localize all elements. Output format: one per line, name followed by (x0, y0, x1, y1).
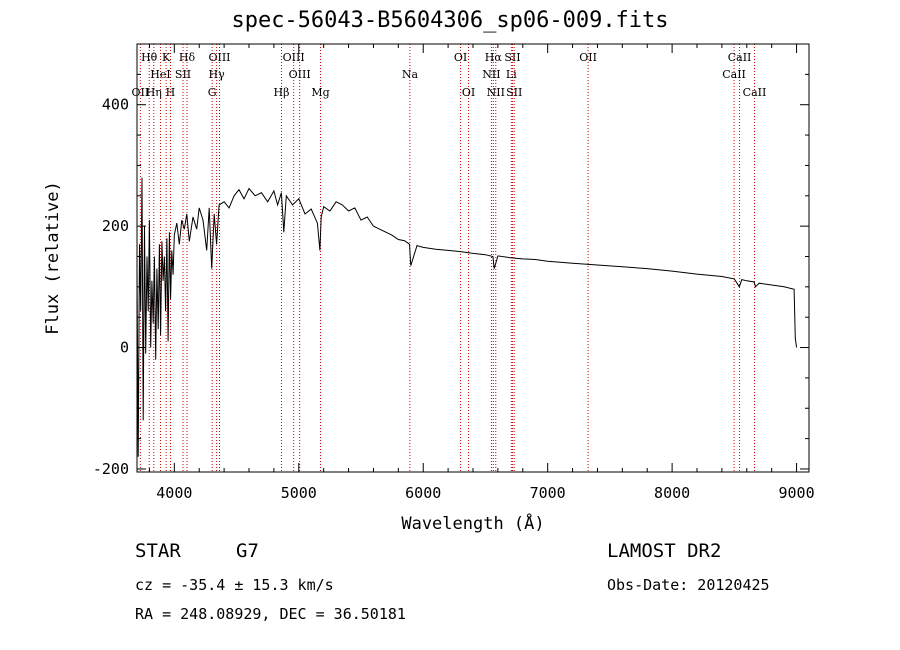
spectral-line-label: Na (402, 68, 419, 81)
y-tick-label: 0 (120, 339, 129, 357)
y-tick-label: 200 (102, 217, 129, 235)
spectral-line-label: Hη (146, 86, 162, 99)
spectral-line-label: CaII (743, 86, 767, 99)
spectral-line-label: OII (132, 86, 150, 99)
spectral-line-label: Hα (485, 51, 503, 64)
spectrum-line (136, 177, 798, 457)
spectral-line-label: G (208, 86, 217, 99)
spectral-line-label: Hδ (179, 51, 196, 64)
spectral-line-label: K (162, 51, 171, 64)
spectral-line-label: NII (482, 68, 500, 81)
spectral-line-label: H (166, 86, 176, 99)
spectral-line-label: OI (462, 86, 475, 99)
redshift-cz: cz = -35.4 ± 15.3 km/s (135, 576, 334, 594)
observation-date: Obs-Date: 20120425 (607, 576, 770, 594)
spectral-line-markers (139, 44, 755, 472)
spectral-line-label: OIII (208, 51, 230, 64)
object-subclass: G7 (236, 540, 259, 562)
y-axis-label: Flux (relative) (43, 181, 63, 335)
spectral-line-label: HeI (150, 68, 170, 81)
x-tick-label: 7000 (530, 484, 566, 502)
x-tick-label: 5000 (281, 484, 317, 502)
spectral-line-label: OI (454, 51, 467, 64)
x-tick-label: 8000 (654, 484, 690, 502)
spectral-line-label: SII (175, 68, 191, 81)
spectral-line-label: OII (579, 51, 597, 64)
x-tick-label: 6000 (405, 484, 441, 502)
x-axis-label: Wavelength (Å) (401, 512, 544, 534)
spectrum-series (136, 177, 798, 457)
spectral-line-label: SII (506, 86, 522, 99)
spectral-line-label: Hθ (141, 51, 158, 64)
spectral-line-label: Hβ (274, 86, 290, 99)
spectral-line-label: OIII (289, 68, 311, 81)
spectral-line-label: CaII (728, 51, 752, 64)
plot-frame (136, 43, 810, 473)
axis-ticks: 4000 5000 6000 7000 8000 9000 -200 0 200 400 (93, 43, 815, 502)
x-tick-label: 4000 (156, 484, 192, 502)
survey-name: LAMOST DR2 (607, 540, 722, 562)
y-tick-label: 400 (102, 96, 129, 114)
spectral-line-label: Mg (311, 86, 329, 99)
spectral-line-label: Hγ (209, 68, 226, 81)
spectral-line-label: CaII (722, 68, 746, 81)
object-class: STAR (135, 540, 181, 562)
chart-title: spec-56043-B5604306_sp06-009.fits (231, 8, 669, 33)
x-tick-label: 9000 (778, 484, 814, 502)
spectral-line-label: SII (504, 51, 520, 64)
spectral-line-label: Li (506, 68, 517, 81)
spectral-line-label: NII (487, 86, 505, 99)
spectral-line-label: OIII (283, 51, 305, 64)
y-tick-label: -200 (93, 460, 129, 478)
ra-dec-coordinates: RA = 248.08929, DEC = 36.50181 (135, 605, 406, 623)
